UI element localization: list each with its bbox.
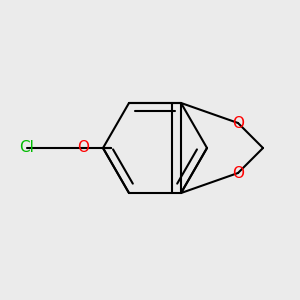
Text: Cl: Cl	[20, 140, 34, 155]
Text: O: O	[232, 166, 244, 181]
Text: O: O	[232, 116, 244, 130]
Text: O: O	[77, 140, 89, 155]
